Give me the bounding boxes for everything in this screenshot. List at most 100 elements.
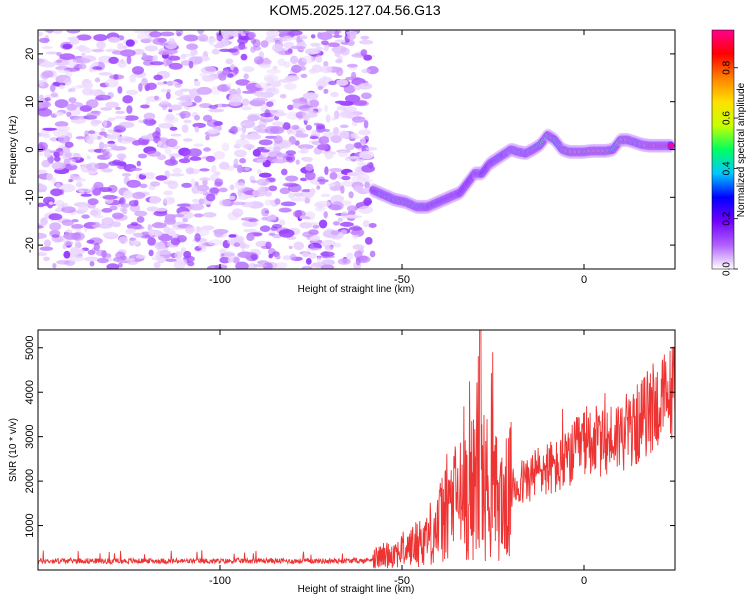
- noise-cell: [308, 252, 317, 259]
- noise-cell: [89, 261, 95, 267]
- noise-cell: [208, 108, 225, 113]
- noise-cell: [38, 37, 50, 44]
- noise-cell: [130, 167, 143, 171]
- noise-cell: [250, 46, 256, 53]
- noise-cell: [87, 198, 99, 206]
- noise-cell: [360, 92, 372, 100]
- noise-cell: [286, 30, 303, 36]
- noise-cell: [280, 201, 297, 207]
- noise-cell: [103, 119, 108, 128]
- noise-cell: [248, 32, 256, 39]
- y-tick-label: 3000: [24, 424, 36, 448]
- noise-cell: [78, 63, 87, 70]
- noise-cell: [324, 166, 329, 176]
- noise-cell: [168, 55, 181, 61]
- noise-cell: [153, 261, 161, 269]
- noise-cell: [323, 211, 328, 219]
- noise-cell: [324, 104, 329, 113]
- noise-cell: [328, 80, 337, 86]
- noise-cell: [256, 169, 262, 174]
- noise-cell: [246, 233, 255, 241]
- noise-cell: [227, 48, 238, 53]
- noise-cell: [313, 122, 320, 126]
- noise-cell: [91, 110, 102, 115]
- noise-cell: [292, 192, 304, 197]
- noise-cell: [172, 167, 183, 174]
- noise-cell: [312, 224, 320, 229]
- noise-cell: [51, 176, 57, 184]
- noise-cell: [338, 130, 350, 139]
- snr-x-ticks: -100 -50 0: [209, 330, 587, 587]
- noise-cell: [260, 112, 275, 118]
- colorbar-bar: [711, 29, 735, 270]
- noise-cell: [53, 128, 69, 138]
- noise-cell: [183, 119, 192, 124]
- noise-cell: [117, 42, 124, 50]
- noise-cell: [346, 63, 358, 68]
- noise-cell: [243, 143, 255, 150]
- noise-cell: [235, 261, 249, 269]
- noise-cell: [210, 187, 220, 194]
- noise-cell: [196, 86, 213, 95]
- noise-cell: [107, 117, 116, 121]
- noise-cell: [193, 81, 201, 87]
- noise-cell: [139, 183, 148, 189]
- noise-cell: [81, 214, 90, 219]
- noise-cell: [206, 193, 216, 202]
- noise-cell: [369, 250, 376, 258]
- noise-cell: [165, 258, 177, 262]
- noise-cell: [281, 35, 293, 42]
- noise-cell: [64, 240, 74, 246]
- x-tick-label: -100: [209, 274, 231, 286]
- noise-cell: [154, 207, 168, 212]
- noise-cell: [155, 251, 161, 260]
- noise-cell: [98, 72, 113, 76]
- noise-cell: [241, 98, 250, 106]
- noise-cell: [178, 100, 193, 107]
- noise-cell: [116, 153, 127, 160]
- noise-cell: [245, 133, 262, 140]
- noise-cell: [271, 121, 284, 127]
- noise-cell: [101, 250, 107, 259]
- noise-cell: [122, 45, 128, 50]
- noise-cell: [328, 168, 343, 173]
- noise-cell: [116, 160, 127, 170]
- noise-cell: [53, 151, 60, 158]
- noise-cell: [363, 197, 373, 206]
- noise-cell: [121, 203, 130, 208]
- noise-cell: [105, 148, 112, 152]
- noise-cell: [208, 38, 215, 46]
- noise-cell: [126, 55, 132, 65]
- noise-cell: [93, 34, 108, 42]
- noise-cell: [271, 224, 283, 229]
- noise-cell: [126, 260, 139, 265]
- noise-cell: [63, 77, 72, 86]
- noise-cell: [358, 205, 374, 214]
- noise-cell: [52, 30, 63, 34]
- noise-cell: [332, 221, 340, 226]
- noise-cell: [158, 233, 173, 242]
- noise-cell: [229, 201, 246, 206]
- spectrogram-x-ticks: -100 -50 0: [209, 30, 587, 286]
- noise-cell: [348, 226, 363, 231]
- snr-y-ticks: 1000 2000 3000 4000 5000: [24, 336, 675, 538]
- noise-cell: [63, 250, 71, 259]
- noise-cell: [207, 128, 219, 134]
- noise-cell: [183, 138, 193, 142]
- noise-cell: [79, 189, 85, 194]
- noise-cell: [351, 116, 366, 123]
- noise-cell: [275, 254, 281, 260]
- noise-cell: [309, 136, 319, 140]
- noise-cell: [353, 185, 363, 192]
- noise-cell: [194, 126, 199, 133]
- noise-cell: [121, 173, 132, 177]
- noise-cell: [346, 205, 358, 212]
- noise-cell: [234, 149, 247, 158]
- noise-cell: [302, 251, 310, 257]
- noise-cell: [308, 229, 319, 236]
- noise-cell: [101, 168, 113, 173]
- noise-cell: [262, 262, 273, 269]
- noise-cell: [334, 110, 340, 119]
- noise-cell: [239, 242, 247, 249]
